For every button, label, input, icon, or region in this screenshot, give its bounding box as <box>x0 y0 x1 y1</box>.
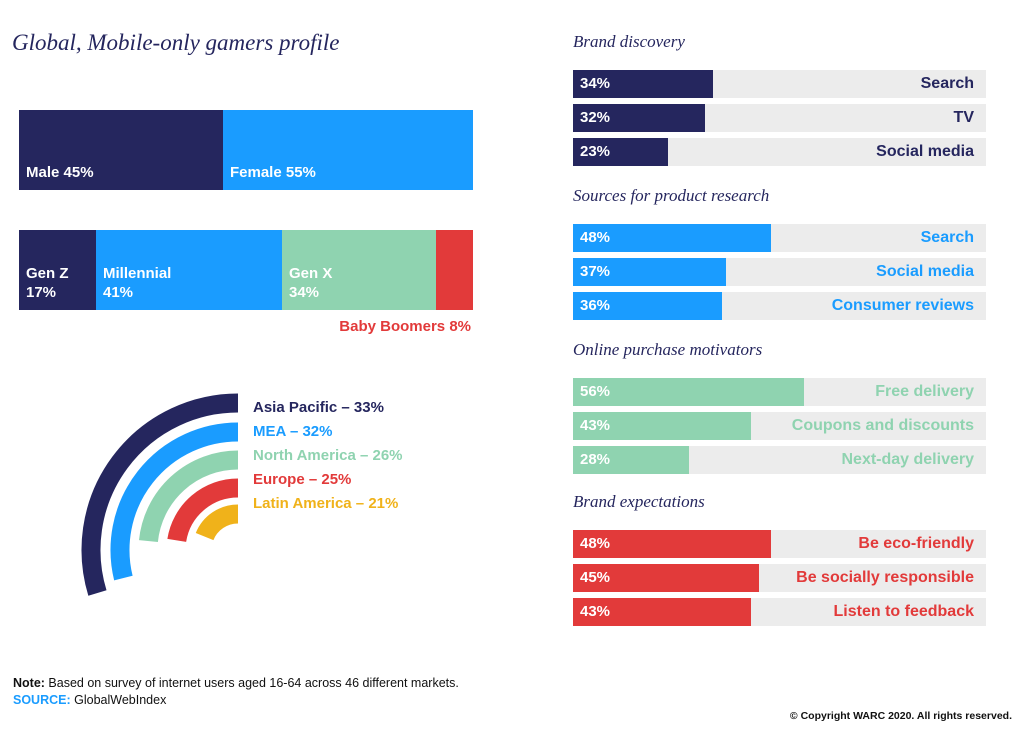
generation-segment-gen-x: Gen X 34% <box>282 230 436 310</box>
bar-category-label: Be eco-friendly <box>858 535 974 552</box>
baby-boomers-label: Baby Boomers 8% <box>339 318 471 335</box>
region-arc-europe <box>167 478 239 543</box>
region-legend: Asia Pacific – 33% MEA – 32% North America… <box>253 396 403 516</box>
note: Note: Based on survey of internet users … <box>13 676 459 690</box>
source-text: GlobalWebIndex <box>70 693 167 707</box>
bar-category-label: Social media <box>876 143 974 160</box>
bar-value-label: 37% <box>580 263 611 280</box>
bar-fill <box>573 446 689 474</box>
bar-row: 48% Search <box>573 224 986 252</box>
bar-fill <box>573 412 751 440</box>
bar-category-label: Search <box>920 75 974 92</box>
section-title: Brand discovery <box>573 32 685 51</box>
bar-row: 34% Search <box>573 70 986 98</box>
bar-value-label: 48% <box>580 229 611 246</box>
region-label-asia-pacific: Asia Pacific – 33% <box>253 399 384 416</box>
section-title: Sources for product research <box>573 186 770 205</box>
generation-segment-gen-z: Gen Z 17% <box>19 230 96 310</box>
bar-value-label: 56% <box>580 383 611 400</box>
bar-fill <box>573 70 714 98</box>
region-arc-latin-america <box>195 504 239 541</box>
bar-row: 28% Next-day delivery <box>573 446 986 474</box>
bar-fill <box>573 104 706 132</box>
section-title: Online purchase motivators <box>573 340 763 359</box>
copyright: © Copyright WARC 2020. All rights reserv… <box>789 710 1012 722</box>
region-label-europe: Europe – 25% <box>253 471 352 488</box>
bar-row: 43% Listen to feedback <box>573 598 986 626</box>
bar-category-label: Search <box>920 229 974 246</box>
bar-value-label: 43% <box>580 417 611 434</box>
region-radial-chart <box>81 393 239 596</box>
generation-segment-label: Gen X 34% <box>289 265 333 301</box>
region-arc-mea <box>110 422 239 581</box>
bar-value-label: 28% <box>580 451 611 468</box>
bar-row: 48% Be eco-friendly <box>573 530 986 558</box>
gender-segment-female: Female 55% <box>223 110 473 190</box>
generation-segment-label: Gen Z 17% <box>26 265 69 301</box>
bar-row: 43% Coupons and discounts <box>573 412 986 440</box>
generation-segment-baby-boomers <box>436 230 473 310</box>
source: SOURCE: GlobalWebIndex <box>13 693 166 707</box>
bar-value-label: 23% <box>580 143 611 160</box>
bar-value-label: 34% <box>580 75 611 92</box>
generation-segment-label: Millennial 41% <box>103 265 172 301</box>
gender-segment-label: Female 55% <box>230 164 316 181</box>
bar-row: 36% Consumer reviews <box>573 292 986 320</box>
bar-category-label: Listen to feedback <box>833 603 974 620</box>
bar-fill <box>573 138 668 166</box>
bar-category-label: Free delivery <box>875 383 974 400</box>
bar-row: 37% Social media <box>573 258 986 286</box>
bar-category-label: Social media <box>876 263 974 280</box>
bar-row: 32% TV <box>573 104 986 132</box>
bar-row: 23% Social media <box>573 138 986 166</box>
gender-stacked-bar: Male 45% Female 55% <box>19 110 473 190</box>
bar-fill <box>573 378 805 406</box>
bar-category-label: Next-day delivery <box>841 451 974 468</box>
bar-value-label: 43% <box>580 603 611 620</box>
source-label: SOURCE: <box>13 693 71 707</box>
bar-value-label: 45% <box>580 569 611 586</box>
region-label-north-america: North America – 26% <box>253 447 403 464</box>
region-arc-north-america <box>138 450 239 543</box>
bar-fill <box>573 564 759 592</box>
region-arc-asia-pacific <box>81 393 239 596</box>
bar-fill <box>573 258 726 286</box>
bar-value-label: 48% <box>580 535 611 552</box>
bar-category-label: Consumer reviews <box>831 297 974 314</box>
note-label: Note: <box>13 676 45 690</box>
bar-value-label: 36% <box>580 297 611 314</box>
region-label-latin-america: Latin America – 21% <box>253 495 399 512</box>
bar-fill <box>573 598 751 626</box>
gender-segment-label: Male 45% <box>26 164 94 181</box>
gender-segment-male: Male 45% <box>19 110 223 190</box>
bar-fill <box>573 292 722 320</box>
generation-segment-millennial: Millennial 41% <box>96 230 282 310</box>
bar-value-label: 32% <box>580 109 611 126</box>
page-title: Global, Mobile-only gamers profile <box>12 30 340 55</box>
bar-category-label: TV <box>953 109 974 126</box>
bar-category-label: Be socially responsible <box>796 569 974 586</box>
bar-row: 45% Be socially responsible <box>573 564 986 592</box>
bar-fill <box>573 224 772 252</box>
note-text: Based on survey of internet users aged 1… <box>44 676 459 690</box>
bar-category-label: Coupons and discounts <box>791 417 974 434</box>
section-title: Brand expectations <box>573 492 705 511</box>
bar-fill <box>573 530 772 558</box>
region-label-mea: MEA – 32% <box>253 423 333 440</box>
bar-row: 56% Free delivery <box>573 378 986 406</box>
generation-stacked-bar: Gen Z 17% Millennial 41% Gen X 34% <box>19 230 473 310</box>
